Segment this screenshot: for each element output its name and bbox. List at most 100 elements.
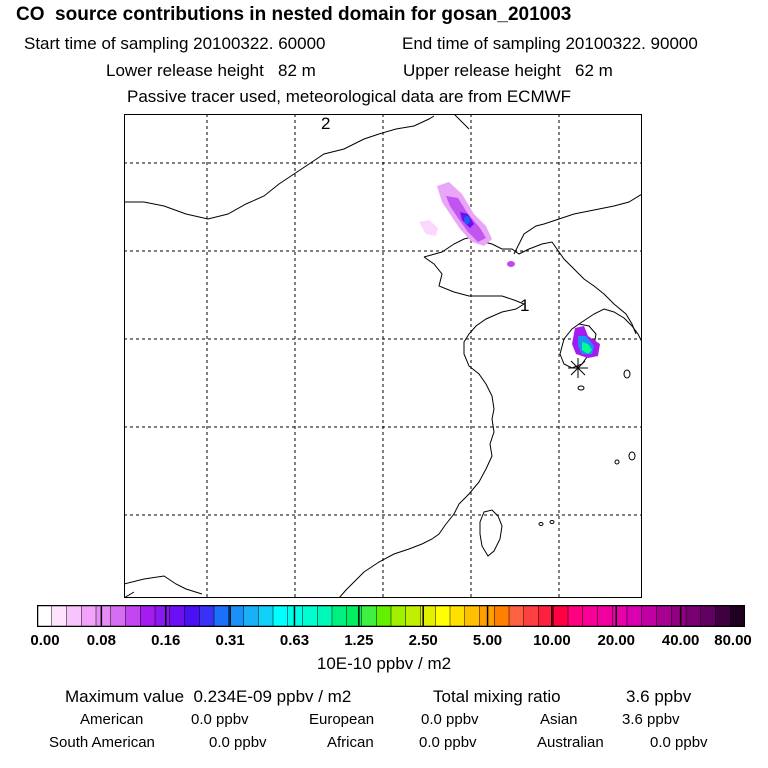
colorbar-cell [140,605,156,627]
colorbar-cell [317,605,333,627]
colorbar-cell [597,605,613,627]
island-small [549,520,555,524]
region-value: 0.0 ppbv [209,734,267,751]
colorbar-cell [287,605,304,627]
region-value: 0.0 ppbv [419,734,477,751]
colorbar-tick-label: 0.31 [215,632,245,649]
colorbar-cell [449,605,466,627]
plume-fragment [419,220,438,236]
colorbar-cell [435,605,451,627]
receptor-asterisk-icon [568,358,588,378]
colorbar-tick-label: 1.25 [344,632,374,649]
colorbar-cell [641,605,658,627]
colorbar-cell [390,605,407,627]
colorbar-tick-label: 0.63 [279,632,310,649]
island-taiwan [479,509,503,557]
release-marker-1: 1 [520,296,529,315]
lower-release-height: Lower release height 82 m [106,61,316,80]
region-name: American [80,711,144,728]
colorbar-cell [154,605,171,627]
colorbar-tick-label: 20.00 [597,632,636,649]
colorbar-tick-label: 10.00 [533,632,571,649]
coast-southwest [124,575,203,595]
island-small [614,459,620,465]
island-small [628,451,636,461]
colorbar-cell [37,605,53,627]
region-name: South American [49,734,155,751]
colorbar-tick-label: 0.00 [30,632,60,649]
island-jeju [577,385,585,391]
colorbar-cell [553,605,569,627]
colorbar-units: 10E-10 ppbv / m2 [316,654,452,673]
region-value: 0.0 ppbv [650,734,708,751]
colorbar-cell [66,605,82,627]
total-mixing-ratio-value: 3.6 ppbv [626,687,692,706]
colorbar-cell [272,605,289,627]
colorbar-cell [715,605,731,627]
colorbar-cell [671,605,687,627]
map-panel: 1 2 [124,114,642,598]
colorbar [37,605,745,627]
colorbar-tick-label: 0.08 [86,632,116,649]
upper-release-height: Upper release height 62 m [403,61,613,80]
colorbar-cell [685,605,702,627]
colorbar-cell [302,605,318,627]
colorbar-cell [51,605,68,627]
colorbar-cell [199,605,215,627]
lat-lon-grid [124,114,642,598]
colorbar-cell [405,605,422,627]
colorbar-cell [612,605,628,627]
colorbar-cell [169,605,186,627]
coastlines [124,114,642,598]
total-mixing-ratio-label: Total mixing ratio [433,687,561,706]
region-name: Asian [540,711,578,728]
end-time-label: End time of sampling 20100322. 90000 [402,34,698,53]
colorbar-cell [95,605,112,627]
plot-title: CO source contributions in nested domain… [16,4,572,25]
maximum-value: Maximum value 0.234E-09 ppbv / m2 [65,687,352,706]
colorbar-cell [523,605,540,627]
colorbar-cell [582,605,599,627]
border-mongolia [124,115,435,220]
receptor-plume-core [582,342,592,354]
colorbar-cell [331,605,348,627]
colorbar-cell [228,605,245,627]
start-time-label: Start time of sampling 20100322. 60000 [24,34,326,53]
colorbar-tick-label: 40.00 [661,632,700,649]
colorbar-cell [376,605,392,627]
colorbar-cell [213,605,230,627]
colorbar-tick-label: 80.00 [714,632,752,649]
colorbar-tick-label: 0.16 [151,632,181,649]
border-north [453,114,470,130]
coast-corner [124,591,135,598]
colorbar-cell [494,605,510,627]
colorbar-cell [567,605,584,627]
region-name: European [309,711,375,728]
model-note: Passive tracer used, meteorological data… [127,87,572,106]
colorbar-cell [110,605,127,627]
colorbar-cell [81,605,97,627]
border-korea-north [513,193,642,255]
colorbar-cell [184,605,200,627]
colorbar-tick-label: 2.50 [408,632,438,649]
colorbar-tick-label: 5.00 [472,632,503,649]
region-value: 0.0 ppbv [191,711,249,728]
coast-korea-east [578,308,642,343]
colorbar-cell [125,605,141,627]
island-tsushima [623,369,631,379]
colorbar-cell [464,605,481,627]
plume-peak [464,216,470,224]
colorbar-cell [700,605,717,627]
colorbar-cell [243,605,259,627]
region-name: Australian [537,734,604,751]
colorbar-cell [258,605,274,627]
region-value: 3.6 ppbv [622,711,680,728]
plume-spot [507,261,515,267]
region-value: 0.0 ppbv [421,711,479,728]
islands [479,369,636,557]
colorbar-cell [656,605,672,627]
colorbar-cell [508,605,525,627]
region-name: African [327,734,374,751]
source-contribution-plume [419,182,600,358]
coast-china-east [338,256,526,598]
